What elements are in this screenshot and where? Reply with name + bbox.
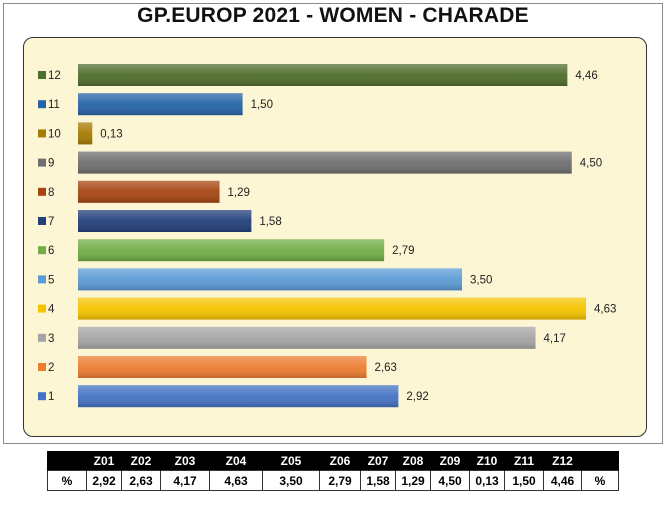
table-value-cell: 1,50 (504, 470, 544, 491)
legend-marker (38, 187, 46, 196)
bar-value-label: 1,58 (259, 216, 281, 228)
legend-marker (38, 333, 46, 342)
data-table: Z01 Z02 Z03 Z04 Z05 Z06 Z07 Z08 Z09 Z10 Z11 Z12 % 2,… (47, 451, 619, 491)
bar-shading (78, 93, 243, 116)
bar-value-label: 4,17 (544, 333, 566, 345)
legend-label: 6 (48, 245, 54, 257)
table-value-cell: 3,50 (262, 470, 320, 491)
table-value-cell: 2,79 (319, 470, 361, 491)
legend-label: 3 (48, 333, 54, 345)
bar-shading (78, 385, 399, 408)
legend-marker (38, 71, 46, 79)
legend-label: 11 (48, 99, 60, 111)
table-header-cell (47, 451, 87, 471)
table-header-cell: Z12 (543, 451, 582, 471)
table-value-cell: % (581, 470, 619, 491)
table-value-cell: 4,17 (160, 470, 210, 491)
legend-marker (38, 217, 46, 225)
table-header-cell: Z03 (160, 451, 210, 471)
legend-label: 1 (48, 391, 54, 403)
legend-label: 5 (48, 274, 54, 286)
bar-value-label: 2,92 (406, 391, 428, 403)
table-value-cell: 4,63 (209, 470, 263, 491)
legend-label: 7 (48, 216, 54, 228)
legend-label: 2 (48, 362, 54, 374)
bar-shading (78, 239, 385, 262)
legend-marker (38, 392, 46, 401)
table-header-cell: Z02 (121, 451, 161, 471)
bar-value-label: 4,63 (594, 304, 616, 316)
legend-label: 9 (48, 158, 54, 170)
legend-label: 8 (48, 187, 54, 199)
table-value-cell: 1,29 (395, 470, 431, 491)
legend-marker (38, 100, 46, 109)
table-value-row: % 2,92 2,63 4,17 4,63 3,50 2,79 1,58 1,29 4,50 0,1… (47, 470, 619, 491)
table-value-cell: 0,13 (469, 470, 505, 491)
table-header-cell (581, 451, 619, 471)
legend-label: 10 (48, 128, 61, 140)
bar-shading (78, 122, 93, 145)
bar-shading (78, 326, 536, 349)
bar-shading (78, 180, 220, 203)
table-value-cell: 4,50 (430, 470, 470, 491)
bar-shading (78, 297, 586, 320)
legend-marker (38, 246, 46, 255)
legend-marker (38, 363, 46, 371)
legend-label: 4 (48, 304, 55, 316)
bar-value-label: 1,29 (228, 187, 250, 199)
bar-shading (78, 151, 572, 174)
bar-value-label: 1,50 (251, 99, 273, 111)
table-header-cell: Z06 (319, 451, 361, 471)
legend-label: 12 (48, 70, 61, 82)
bar-value-label: 3,50 (470, 274, 492, 286)
table-header-cell: Z08 (395, 451, 431, 471)
table-header-cell: Z07 (360, 451, 396, 471)
bar-value-label: 0,13 (100, 128, 122, 140)
legend-marker (38, 158, 46, 167)
legend-marker (38, 275, 46, 284)
chart-title: GP.EUROP 2021 - WOMEN - CHARADE (137, 4, 529, 27)
table-header-cell: Z01 (86, 451, 122, 471)
data-table-wrap: Z01 Z02 Z03 Z04 Z05 Z06 Z07 Z08 Z09 Z10 Z11 Z12 % 2,… (47, 451, 619, 491)
table-header-cell: Z09 (430, 451, 470, 471)
table-header-cell: Z10 (469, 451, 505, 471)
table-header-cell: Z05 (262, 451, 320, 471)
bar-shading (78, 268, 463, 291)
table-value-cell: 2,63 (121, 470, 161, 491)
bar-shading (78, 64, 568, 86)
table-header-cell: Z04 (209, 451, 263, 471)
legend-marker (38, 129, 46, 138)
table-header-cell: Z11 (504, 451, 544, 471)
legend-marker (38, 304, 46, 313)
bar-value-label: 4,46 (575, 70, 597, 82)
bar-value-label: 4,50 (580, 158, 602, 170)
table-value-cell: 2,92 (86, 470, 122, 491)
bar-shading (78, 356, 367, 378)
bar-value-label: 2,63 (375, 362, 397, 374)
table-value-cell: 4,46 (543, 470, 582, 491)
table-header-row: Z01 Z02 Z03 Z04 Z05 Z06 Z07 Z08 Z09 Z10 Z11 Z12 (47, 451, 619, 471)
bar-value-label: 2,79 (392, 245, 414, 257)
bar-shading (78, 210, 252, 232)
table-value-cell: % (47, 470, 87, 491)
table-value-cell: 1,58 (360, 470, 396, 491)
